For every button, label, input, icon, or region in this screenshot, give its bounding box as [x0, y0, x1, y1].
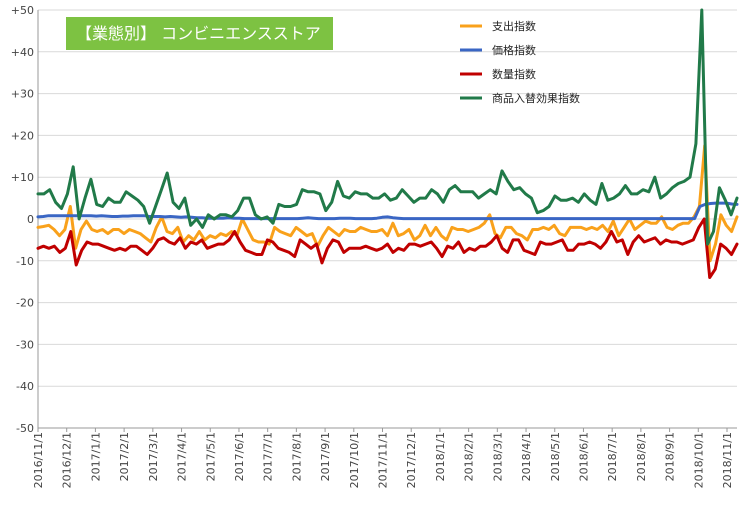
x-tick-label: 2017/12/1 — [405, 432, 418, 488]
x-tick-label: 2016/11/1 — [32, 432, 45, 488]
y-tick-label: -30 — [16, 338, 34, 351]
legend-label: 数量指数 — [492, 67, 536, 81]
y-tick-label: +40 — [11, 46, 34, 59]
y-axis-tick-labels: +50 +40 +30 +20 +10 0 -10 -20 -30 -40 -50 — [11, 4, 34, 435]
y-tick-label: -20 — [16, 297, 34, 310]
x-tick-label: 2017/5/1 — [204, 432, 217, 481]
x-tick-label: 2018/8/1 — [635, 432, 648, 481]
y-tick-label: -10 — [16, 255, 34, 268]
series-line — [36, 217, 739, 279]
y-tick-label: 0 — [27, 213, 34, 226]
x-tick-label: 2017/8/1 — [290, 432, 303, 481]
y-tick-label: -50 — [16, 422, 34, 435]
x-tick-label: 2017/11/1 — [377, 432, 390, 488]
series-line — [36, 8, 739, 246]
series-line — [36, 144, 739, 263]
x-axis-tick-labels: 2016/11/1 2016/12/1 2017/1/1 2017/2/1 2017/3… — [32, 432, 734, 488]
x-tick-label: 2018/1/1 — [434, 432, 447, 481]
x-tick-label: 2016/12/1 — [61, 432, 74, 488]
series-group — [36, 8, 739, 279]
x-tick-label: 2017/10/1 — [348, 432, 361, 488]
y-tick-label: +30 — [11, 88, 34, 101]
x-tick-label: 2017/4/1 — [176, 432, 189, 481]
chart-title: 【業態別】 コンビニエンスストア — [66, 17, 333, 50]
x-tick-label: 2018/3/1 — [491, 432, 504, 481]
y-tick-label: +50 — [11, 4, 34, 17]
axes — [37, 10, 737, 432]
x-tick-label: 2018/5/1 — [549, 432, 562, 481]
x-tick-label: 2018/10/1 — [692, 432, 705, 488]
x-tick-label: 2017/3/1 — [147, 432, 160, 481]
chart-title-background — [66, 17, 333, 50]
chart-title-text: 【業態別】 コンビニエンスストア — [76, 24, 321, 43]
legend-label: 支出指数 — [492, 19, 536, 33]
x-tick-label: 2018/11/1 — [721, 432, 734, 488]
x-tick-label: 2018/9/1 — [664, 432, 677, 481]
x-tick-label: 2017/2/1 — [118, 432, 131, 481]
x-tick-label: 2018/6/1 — [577, 432, 590, 481]
legend-label: 価格指数 — [492, 43, 536, 57]
x-tick-label: 2017/9/1 — [319, 432, 332, 481]
x-tick-label: 2017/6/1 — [233, 432, 246, 481]
y-tick-label: -40 — [16, 380, 34, 393]
x-tick-label: 2018/4/1 — [520, 432, 533, 481]
y-tick-label: +10 — [11, 171, 34, 184]
x-tick-label: 2018/2/1 — [463, 432, 476, 481]
y-tick-label: +20 — [11, 129, 34, 142]
series-line — [36, 201, 739, 221]
x-tick-label: 2017/1/1 — [89, 432, 102, 481]
x-tick-label: 2017/7/1 — [262, 432, 275, 481]
legend-label: 商品入替効果指数 — [492, 91, 580, 105]
x-tick-label: 2018/7/1 — [606, 432, 619, 481]
